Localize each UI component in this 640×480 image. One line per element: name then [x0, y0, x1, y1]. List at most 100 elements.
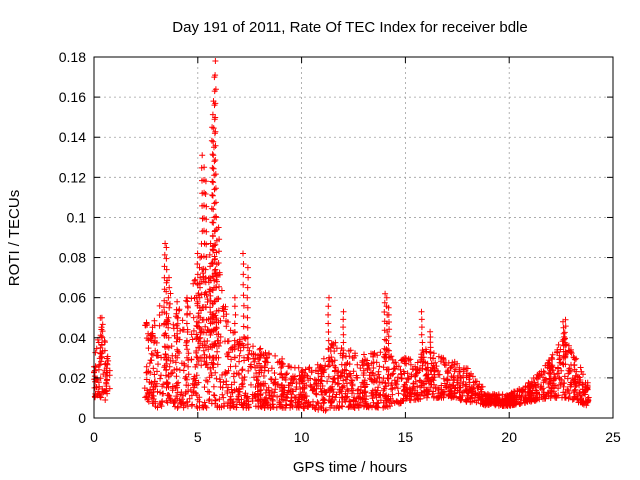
data-point — [427, 344, 434, 351]
data-point — [143, 335, 150, 342]
data-point — [244, 314, 251, 321]
data-point — [163, 360, 170, 367]
data-point — [269, 404, 276, 410]
data-point — [313, 391, 320, 398]
data-point — [424, 375, 431, 382]
data-point — [528, 389, 535, 396]
data-point — [237, 347, 244, 354]
data-point — [223, 323, 230, 330]
data-point — [149, 392, 156, 399]
data-point — [394, 378, 401, 385]
data-point — [333, 345, 340, 352]
data-point — [231, 337, 238, 344]
data-point — [155, 361, 161, 368]
data-point — [385, 311, 392, 318]
data-point — [585, 397, 592, 404]
data-point — [391, 365, 398, 372]
data-point — [303, 372, 309, 379]
data-point — [194, 271, 201, 278]
data-point — [228, 356, 235, 363]
x-axis-title: GPS time / hours — [293, 459, 407, 476]
data-point — [235, 393, 242, 400]
data-point — [148, 379, 155, 386]
data-point — [407, 361, 414, 368]
data-point — [165, 373, 172, 380]
data-point — [338, 361, 345, 368]
data-point — [177, 399, 184, 406]
data-point — [325, 303, 332, 310]
data-point — [276, 358, 283, 365]
data-point — [174, 389, 181, 396]
data-point — [404, 375, 411, 382]
data-point — [466, 373, 473, 380]
data-point — [364, 366, 371, 373]
data-point — [514, 396, 521, 403]
data-point — [167, 290, 174, 297]
data-point — [342, 390, 349, 397]
data-point — [571, 354, 578, 361]
data-point — [535, 373, 542, 380]
data-point — [502, 402, 508, 409]
data-point — [185, 382, 192, 389]
data-point — [355, 395, 362, 402]
x-tick-label: 10 — [294, 429, 310, 445]
data-point — [154, 368, 160, 375]
data-point — [340, 324, 347, 331]
data-point — [185, 350, 192, 357]
data-point — [278, 370, 285, 377]
data-point — [104, 376, 111, 383]
data-point — [97, 361, 104, 368]
data-point — [385, 354, 392, 361]
data-point — [221, 402, 228, 409]
data-point — [403, 393, 410, 400]
data-point — [95, 366, 102, 373]
data-point — [210, 179, 217, 186]
data-point — [256, 360, 263, 367]
data-point — [344, 360, 351, 366]
data-point — [397, 366, 404, 373]
data-point — [268, 365, 275, 372]
data-point — [209, 164, 216, 171]
data-point — [374, 375, 381, 382]
data-point — [477, 396, 484, 402]
data-point — [353, 372, 360, 379]
data-point — [222, 370, 229, 377]
data-point — [528, 378, 535, 385]
data-point — [352, 398, 359, 405]
data-point — [325, 363, 332, 370]
data-point — [355, 404, 362, 411]
data-point — [248, 381, 254, 388]
data-point — [398, 375, 405, 382]
data-point — [542, 395, 549, 402]
data-point — [202, 191, 209, 197]
data-point — [236, 399, 243, 406]
y-tick-label: 0.08 — [59, 250, 86, 266]
data-point — [558, 367, 565, 374]
data-point — [212, 157, 219, 163]
data-point — [542, 376, 549, 383]
data-point — [546, 364, 553, 371]
grid-lines — [94, 57, 613, 418]
data-point — [171, 398, 178, 405]
data-point — [258, 364, 265, 371]
data-point — [213, 296, 220, 303]
data-point — [159, 390, 166, 397]
data-point — [418, 316, 425, 323]
data-point — [225, 338, 232, 345]
data-point — [347, 398, 354, 405]
data-point — [305, 399, 312, 405]
data-point — [276, 398, 283, 404]
data-point — [190, 314, 197, 321]
data-point — [268, 393, 275, 400]
data-point — [209, 124, 216, 131]
data-point — [188, 402, 195, 409]
data-point — [335, 380, 342, 387]
data-point — [572, 372, 579, 379]
data-point — [574, 396, 581, 403]
data-point — [324, 378, 331, 385]
data-point — [165, 383, 172, 390]
data-point — [240, 292, 247, 299]
data-point — [443, 384, 450, 391]
data-point — [252, 391, 259, 398]
data-point — [243, 394, 250, 401]
